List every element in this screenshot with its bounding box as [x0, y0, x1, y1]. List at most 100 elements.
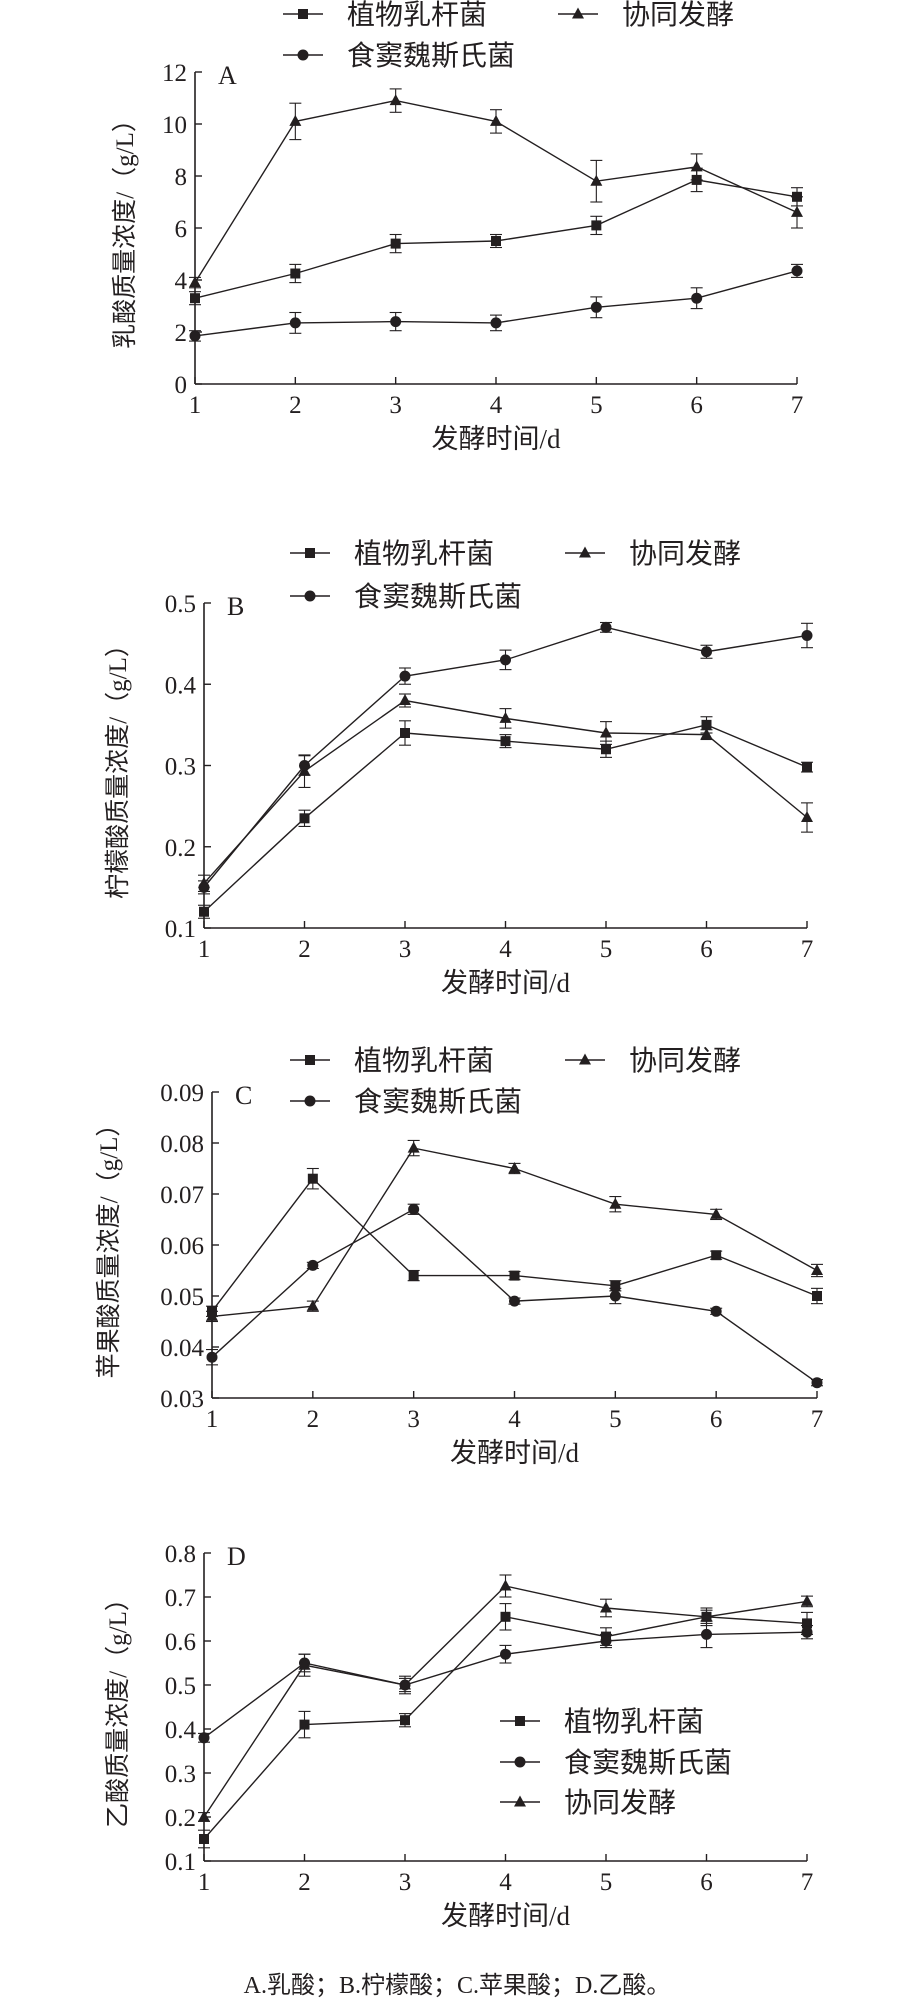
legend-item: 协同发酵	[565, 538, 741, 570]
data-point	[408, 1203, 420, 1215]
data-point	[701, 719, 712, 730]
y-tick-label: 0.07	[160, 1182, 204, 1209]
y-tick-label: 0.03	[160, 1386, 204, 1413]
data-point	[701, 1628, 712, 1640]
legend-marker	[305, 548, 315, 558]
y-axis-title: 乙酸质量浓度/（g/L）	[104, 1586, 132, 1828]
panel-label: C	[235, 1081, 252, 1110]
panel-label: B	[227, 592, 244, 621]
x-tick-label: 1	[198, 936, 211, 963]
legend-item: 协同发酵	[558, 0, 734, 31]
x-tick-label: 1	[198, 1869, 211, 1896]
y-tick-label: 0.5	[165, 1673, 196, 1700]
series-square	[198, 1603, 813, 1849]
y-tick-label: 0.1	[165, 1849, 196, 1876]
data-point	[812, 1291, 822, 1301]
x-tick-label: 6	[700, 1869, 713, 1896]
data-point	[198, 1732, 210, 1744]
y-tick-label: 2	[175, 320, 188, 347]
series-square	[189, 167, 803, 306]
y-tick-label: 0	[175, 372, 188, 399]
legend-marker	[515, 1716, 525, 1726]
series-line	[203, 724, 808, 913]
legend-label: 食窦魏斯氏菌	[347, 40, 515, 72]
legend-item: 协同发酵	[565, 1045, 741, 1077]
data-point	[701, 646, 712, 658]
y-tick-label: 0.7	[165, 1585, 196, 1612]
x-axis-title: 发酵时间/d	[450, 1438, 580, 1468]
x-tick-label: 4	[508, 1406, 521, 1433]
legend-marker	[298, 9, 308, 19]
y-tick-label: 6	[175, 216, 188, 243]
x-axis-title: 发酵时间/d	[441, 1901, 571, 1931]
data-point	[307, 1173, 318, 1184]
x-tick-label: 7	[791, 392, 804, 419]
x-tick-label: 5	[600, 1869, 613, 1896]
data-point	[399, 1678, 411, 1690]
x-tick-label: 7	[801, 1869, 814, 1896]
data-point	[299, 813, 310, 824]
legend-item: 食窦魏斯氏菌	[500, 1747, 732, 1779]
legend-item: 食窦魏斯氏菌	[290, 581, 522, 613]
x-axis-title: 发酵时间/d	[441, 968, 571, 998]
series-square	[206, 1167, 823, 1317]
y-tick-label: 0.04	[160, 1335, 204, 1362]
legend-marker	[305, 1055, 315, 1065]
panel-d: 0.1 0.2 0.3 0.4 0.5 0.6 0.7 0.8 1 2 3 4 5 6 7 D 发酵时间/d 乙酸…	[104, 1541, 813, 1931]
y-axis-title: 乳酸质量浓度/（g/L）	[111, 107, 139, 349]
legend-label: 协同发酵	[629, 1045, 741, 1077]
data-point	[306, 1299, 319, 1311]
series-circle	[198, 621, 813, 895]
data-point	[600, 1635, 612, 1647]
y-tick-label: 8	[175, 164, 188, 191]
data-point	[691, 292, 703, 304]
panel-c: 0.03 0.04 0.05 0.06 0.07 0.08 0.09 1 2 3 4 5 6 7 C 发酵时间…	[95, 1045, 823, 1468]
data-point	[500, 1611, 511, 1622]
data-point	[500, 736, 511, 747]
data-point	[298, 1658, 311, 1670]
x-tick-label: 3	[389, 392, 402, 419]
series-circle	[189, 263, 803, 342]
data-point	[700, 728, 713, 740]
legend-label: 协同发酵	[622, 0, 734, 31]
data-point	[390, 316, 402, 328]
legend-marker	[304, 1095, 316, 1107]
y-tick-label: 0.08	[160, 1131, 204, 1158]
y-tick-label: 0.4	[165, 672, 197, 699]
data-point	[289, 114, 302, 126]
series-triangle	[198, 693, 813, 892]
data-point	[491, 236, 501, 246]
legend-marker	[579, 546, 591, 558]
y-tick-label: 0.3	[165, 1761, 196, 1788]
data-point	[690, 160, 703, 172]
legend-marker	[304, 590, 316, 602]
y-tick-label: 0.3	[165, 754, 196, 781]
x-tick-label: 4	[499, 936, 512, 963]
figure-caption: A.乳酸；B.柠檬酸；C.苹果酸；D.乙酸。	[243, 1973, 671, 1999]
legend-label: 食窦魏斯氏菌	[354, 1086, 522, 1118]
x-axis-title: 发酵时间/d	[431, 424, 561, 454]
x-tick-label: 3	[407, 1406, 420, 1433]
y-tick-label: 0.2	[165, 1805, 196, 1832]
data-point	[307, 1259, 319, 1271]
data-point	[198, 1810, 210, 1822]
legend-item: 食窦魏斯氏菌	[290, 1086, 522, 1118]
data-point	[710, 1305, 722, 1317]
data-point	[802, 1618, 812, 1629]
legend-marker	[514, 1756, 526, 1768]
y-axis-title: 柠檬酸质量浓度/（g/L）	[104, 632, 132, 899]
data-point	[499, 711, 512, 723]
data-point	[299, 760, 310, 771]
panel-label: A	[218, 61, 237, 90]
x-tick-label: 7	[801, 936, 814, 963]
y-tick-label: 0.05	[160, 1284, 204, 1311]
series-triangle	[189, 88, 803, 289]
data-point	[500, 654, 511, 666]
data-point	[199, 1834, 209, 1844]
data-point	[802, 762, 812, 773]
data-point	[400, 728, 410, 738]
legend-marker	[579, 1053, 591, 1065]
legend-marker	[297, 49, 309, 61]
